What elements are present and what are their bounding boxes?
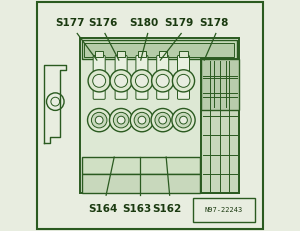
Circle shape <box>177 74 190 87</box>
Circle shape <box>172 109 195 132</box>
Circle shape <box>88 70 110 92</box>
Circle shape <box>172 70 195 92</box>
FancyBboxPatch shape <box>157 55 169 99</box>
Bar <box>82 40 237 59</box>
Text: S164: S164 <box>88 204 117 214</box>
Circle shape <box>156 74 169 87</box>
Circle shape <box>110 109 133 132</box>
Text: S163: S163 <box>123 204 152 214</box>
Text: S179: S179 <box>164 18 194 28</box>
Text: S178: S178 <box>199 18 228 28</box>
Bar <box>193 198 255 222</box>
Circle shape <box>176 112 191 128</box>
Bar <box>84 43 234 57</box>
Text: N97-22243: N97-22243 <box>205 207 243 213</box>
Bar <box>201 59 239 193</box>
Circle shape <box>131 70 153 92</box>
Circle shape <box>92 112 107 128</box>
Circle shape <box>130 109 154 132</box>
FancyBboxPatch shape <box>178 55 190 99</box>
Bar <box>95 51 103 57</box>
Bar <box>80 38 239 193</box>
Circle shape <box>151 109 174 132</box>
Circle shape <box>113 112 129 128</box>
Circle shape <box>117 116 125 124</box>
Circle shape <box>115 74 128 87</box>
Text: S177: S177 <box>56 18 85 28</box>
Bar <box>82 174 200 193</box>
Circle shape <box>51 97 60 106</box>
Bar <box>201 59 239 110</box>
Circle shape <box>88 109 111 132</box>
Circle shape <box>159 116 167 124</box>
Circle shape <box>95 116 103 124</box>
Text: S180: S180 <box>130 18 159 28</box>
FancyBboxPatch shape <box>136 55 148 99</box>
Circle shape <box>93 74 106 87</box>
Circle shape <box>110 70 132 92</box>
Bar <box>82 157 200 174</box>
FancyBboxPatch shape <box>115 55 127 99</box>
Bar <box>117 51 125 57</box>
Bar <box>158 51 167 57</box>
Circle shape <box>135 74 148 87</box>
Circle shape <box>138 116 146 124</box>
Circle shape <box>134 112 150 128</box>
Circle shape <box>46 93 64 110</box>
Circle shape <box>155 112 170 128</box>
Text: S162: S162 <box>153 204 182 214</box>
Bar <box>138 51 146 57</box>
Circle shape <box>152 70 174 92</box>
Text: S176: S176 <box>88 18 117 28</box>
FancyBboxPatch shape <box>93 55 105 99</box>
Bar <box>179 51 188 57</box>
Circle shape <box>180 116 188 124</box>
